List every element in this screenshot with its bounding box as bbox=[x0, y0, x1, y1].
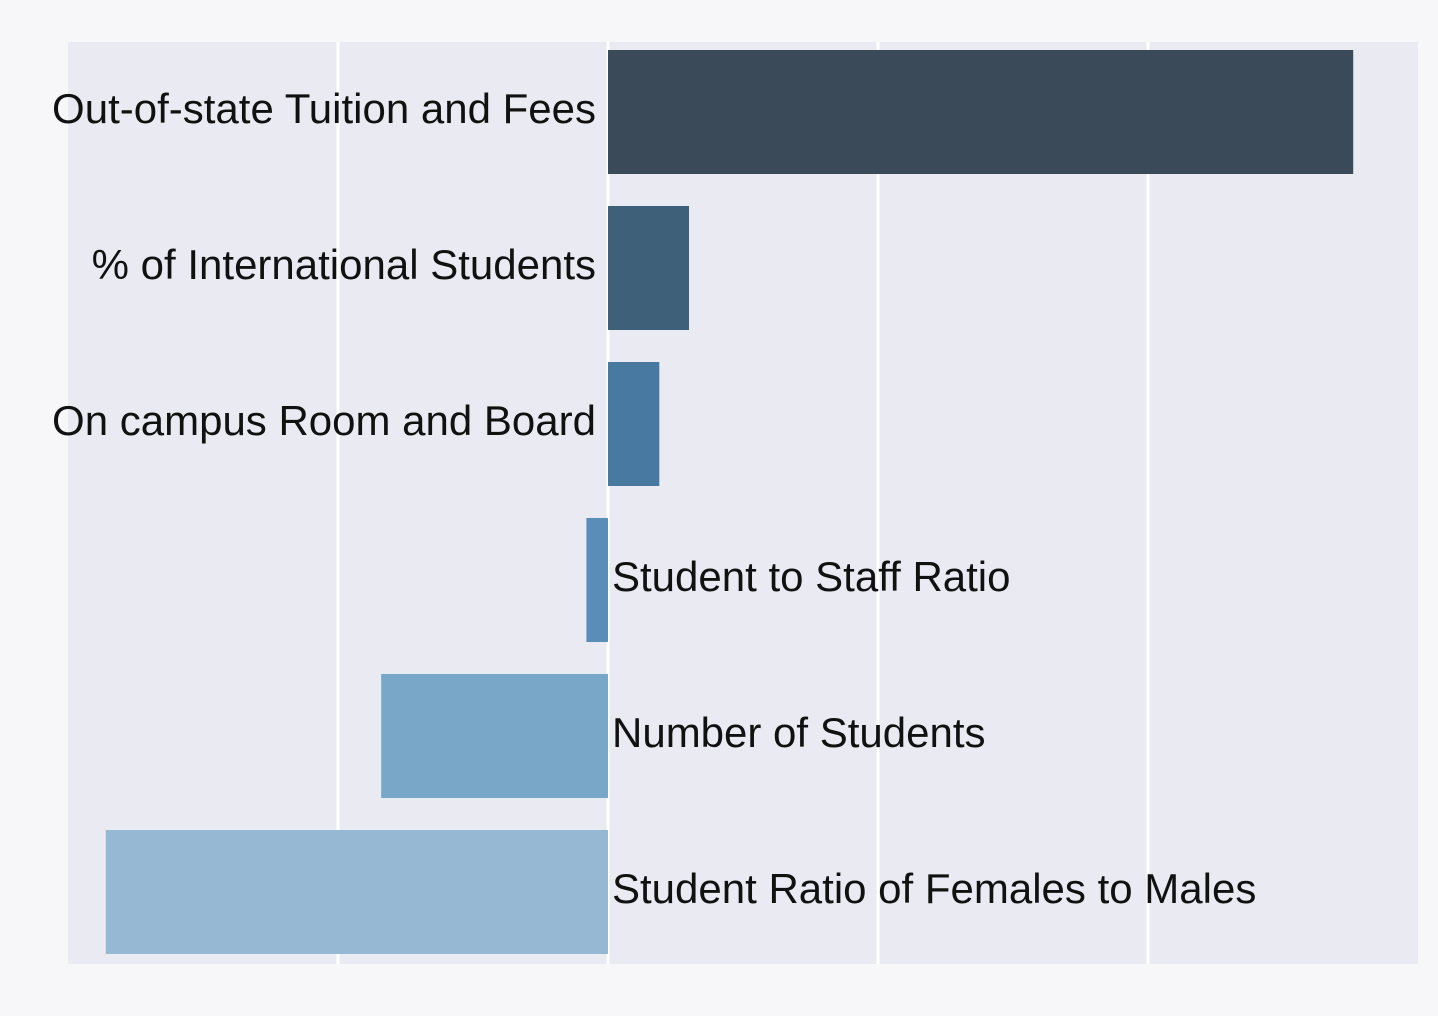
plot-background bbox=[68, 42, 1418, 964]
bar-label: Number of Students bbox=[612, 709, 986, 756]
bar-labels: Out-of-state Tuition and Fees % of Intern… bbox=[52, 85, 1256, 912]
bar bbox=[608, 50, 1354, 174]
bars bbox=[105, 50, 1354, 954]
bar-label: Student Ratio of Females to Males bbox=[612, 865, 1256, 912]
bar bbox=[381, 674, 608, 798]
bar bbox=[608, 362, 660, 486]
bar bbox=[608, 206, 689, 330]
bar-label: Student to Staff Ratio bbox=[612, 553, 1011, 600]
bar bbox=[105, 830, 609, 954]
bar-label: Out-of-state Tuition and Fees bbox=[52, 85, 596, 132]
bar-label: On campus Room and Board bbox=[52, 397, 596, 444]
bar-label: % of International Students bbox=[92, 241, 596, 288]
bar bbox=[586, 518, 608, 642]
gridlines bbox=[336, 42, 1150, 964]
